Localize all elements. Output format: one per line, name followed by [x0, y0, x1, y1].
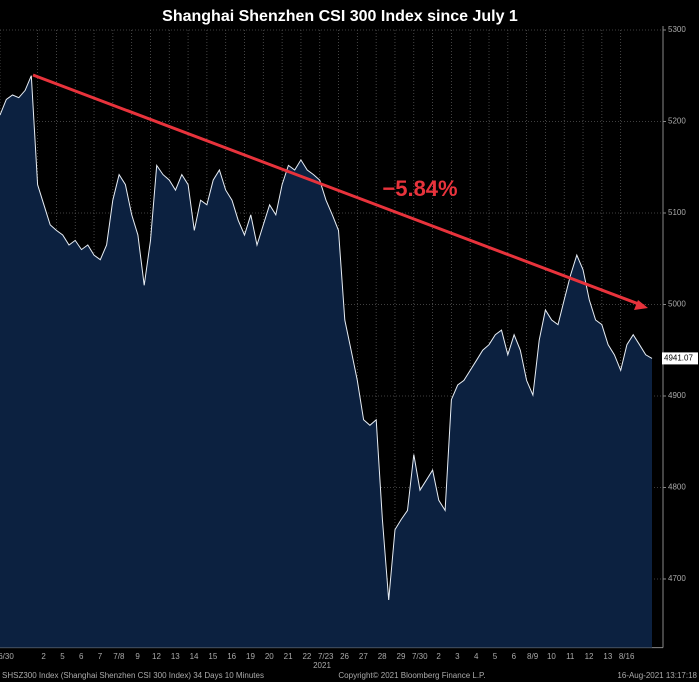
x-tick-label: 8/9 — [527, 652, 539, 661]
x-tick-label: 8/16 — [619, 652, 635, 661]
x-tick-label: 6 — [512, 652, 517, 661]
x-tick-label: 6/30 — [0, 652, 14, 661]
x-tick-label: 2 — [436, 652, 441, 661]
x-tick-label: 15 — [208, 652, 217, 661]
x-tick-label: 9 — [135, 652, 140, 661]
x-tick-label: 28 — [378, 652, 387, 661]
x-tick-label: 6 — [79, 652, 84, 661]
y-tick-label: 4800 — [668, 483, 686, 492]
footer-center: Copyright© 2021 Bloomberg Finance L.P. — [338, 671, 485, 680]
y-tick-label: 5300 — [668, 25, 686, 34]
annotation: −5.84% — [382, 176, 457, 201]
x-tick-label: 13 — [171, 652, 180, 661]
last-price-box — [662, 352, 698, 365]
plot-area: 4700 4800 4900 5000 5100 5200 5300 6/30 2 5 6 7 7/8 9… — [0, 25, 698, 661]
x-tick-label: 10 — [547, 652, 556, 661]
year-label: 2021 — [313, 661, 331, 670]
x-tick-label: 5 — [493, 652, 498, 661]
x-tick-label: 7/30 — [412, 652, 428, 661]
chart-title: Shanghai Shenzhen CSI 300 Index since Ju… — [162, 8, 518, 25]
x-tick-label: 19 — [246, 652, 255, 661]
x-tick-label: 2 — [41, 652, 46, 661]
x-tick-label: 12 — [585, 652, 594, 661]
line — [0, 75, 653, 601]
x-tick-label: 29 — [397, 652, 406, 661]
x-tick-label: 7/8 — [113, 652, 125, 661]
x-tick-label: 27 — [359, 652, 368, 661]
y-tick-label: 5000 — [668, 300, 686, 309]
x-tick-label: 7/23 — [318, 652, 334, 661]
y-tick-label: 5100 — [668, 208, 686, 217]
x-tick-label: 21 — [284, 652, 293, 661]
trend-arrow — [32, 73, 645, 308]
x-tick-label: 4 — [474, 652, 479, 661]
x-tick-label: 16 — [227, 652, 236, 661]
arrow-head — [634, 300, 648, 310]
x-tick-label: 12 — [152, 652, 161, 661]
footer-right: 16-Aug-2021 13:17:18 — [617, 671, 697, 680]
x-tick-label: 22 — [302, 652, 311, 661]
x-tick-label: 13 — [603, 652, 612, 661]
y-tick-label: 4900 — [668, 391, 686, 400]
area — [0, 75, 652, 648]
x-tick-label: 20 — [265, 652, 274, 661]
y-tick-label: 4700 — [668, 574, 686, 583]
x-tick-label: 26 — [340, 652, 349, 661]
x-tick-label: 14 — [190, 652, 199, 661]
last-price-label: 4941.07 — [664, 354, 693, 363]
y-tick-label: 5200 — [668, 117, 686, 126]
x-tick-label: 11 — [566, 652, 575, 661]
x-tick-label: 3 — [455, 652, 460, 661]
x-tick-label: 5 — [60, 652, 65, 661]
footer-left: SHSZ300 Index (Shanghai Shenzhen CSI 300… — [2, 671, 264, 680]
x-tick-label: 7 — [98, 652, 103, 661]
